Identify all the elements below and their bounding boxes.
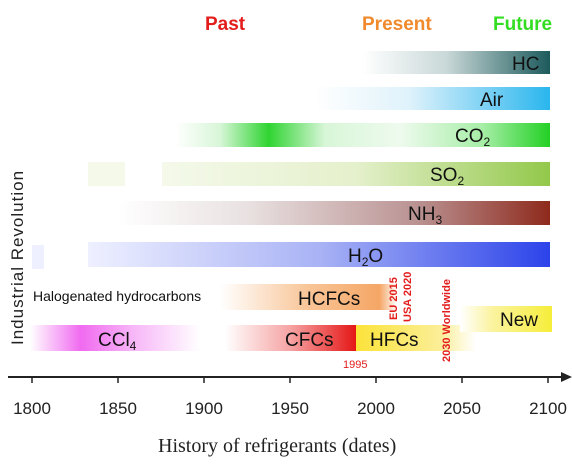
era-future-label: Future xyxy=(493,14,552,35)
era-present-label: Present xyxy=(362,14,432,35)
bar-cfcs xyxy=(225,325,356,351)
bar-so2-label: SO2 xyxy=(430,165,464,188)
bar-co2 xyxy=(175,123,550,147)
industrial-revolution-label: Industrial Revolution xyxy=(8,170,27,345)
bar-ccl4 xyxy=(30,325,200,351)
bar-hfcs xyxy=(356,325,476,351)
bar-cfcs-label: CFCs xyxy=(285,330,334,351)
bar-nh3 xyxy=(118,201,550,225)
bar-new-label: New xyxy=(500,310,538,331)
bar-h2o-label: H2O xyxy=(348,246,383,269)
bar-hfcs-label: HFCs xyxy=(370,330,419,351)
bar-hcfcs-label: HCFCs xyxy=(298,289,360,310)
axis-title: History of refrigerants (dates) xyxy=(158,435,396,457)
bar-h2o-early-segment xyxy=(32,245,44,269)
bar-h2o xyxy=(88,242,550,267)
annotation-usa-2020: USA 2020 xyxy=(402,272,414,322)
bar-hc-label: HC xyxy=(512,54,539,75)
era-past-label: Past xyxy=(205,14,246,35)
axis-tick-label-2050: 2050 xyxy=(443,399,481,418)
axis-tick-label-1950: 1950 xyxy=(271,399,309,418)
bar-so2-early-segment xyxy=(88,162,125,186)
axis-tick-label-2100: 2100 xyxy=(529,399,567,418)
bar-hc xyxy=(362,51,550,74)
annotation-eu-2015: EU 2015 xyxy=(388,277,400,320)
axis-tick-label-1800: 1800 xyxy=(13,399,51,418)
bar-hcfcs xyxy=(220,284,397,310)
axis-tick-label-1850: 1850 xyxy=(99,399,137,418)
bar-ccl4-label: CCl4 xyxy=(98,330,137,353)
axis-tick-label-2000: 2000 xyxy=(357,399,395,418)
bar-new xyxy=(460,306,552,332)
annotation-2030-worldwide: 2030 Worldwide xyxy=(441,279,453,362)
bar-air-label: Air xyxy=(480,90,504,111)
bar-so2 xyxy=(162,162,550,186)
annotation-1995: 1995 xyxy=(343,359,367,371)
bar-co2-label: CO2 xyxy=(455,126,491,149)
bar-air xyxy=(315,87,550,110)
bar-nh3-label: NH3 xyxy=(408,204,442,227)
axis-arrow-icon xyxy=(561,372,572,382)
group-halogenated-hydrocarbons-label: Halogenated hydrocarbons xyxy=(33,288,201,304)
axis-tick-label-1900: 1900 xyxy=(185,399,223,418)
